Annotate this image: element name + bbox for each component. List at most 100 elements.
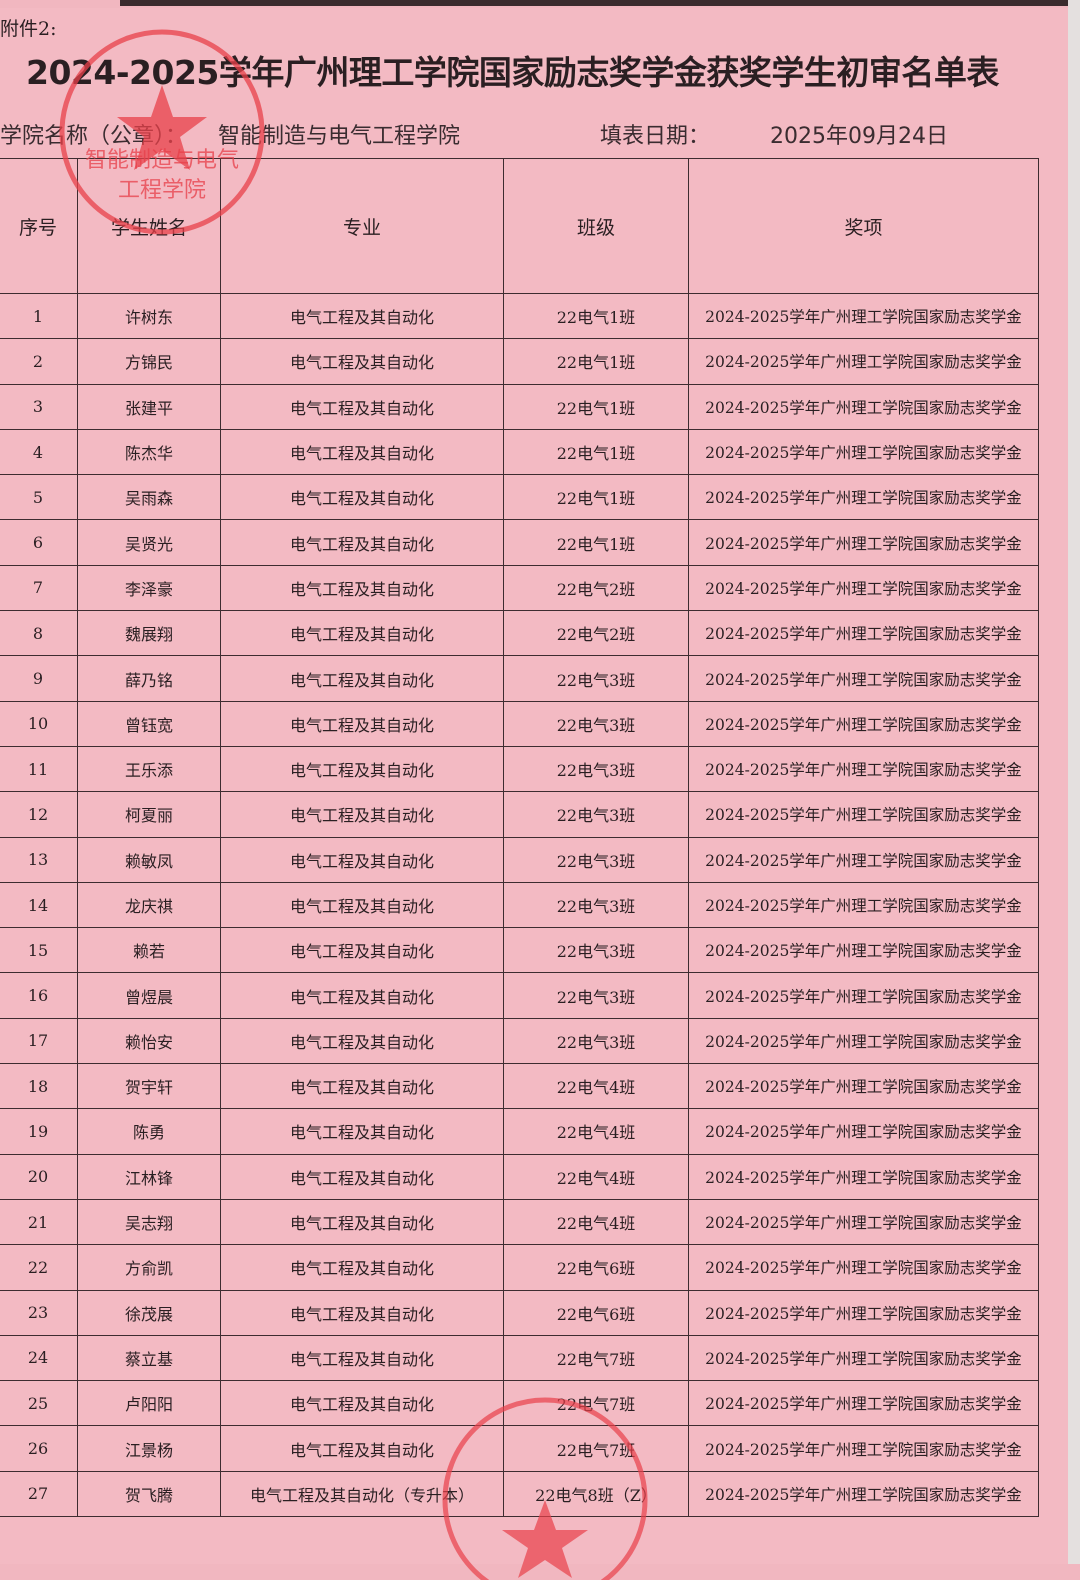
award: 2024-2025学年广州理工学院国家励志奖学金 xyxy=(688,791,1039,838)
student-name: 赖怡安 xyxy=(77,1017,221,1065)
class: 22电气7班 xyxy=(503,1425,689,1472)
table-header-row: 序号 学生姓名 专业 班级 奖项 xyxy=(0,158,1039,294)
row-index: 22 xyxy=(0,1244,78,1291)
row-index: 12 xyxy=(0,791,78,838)
student-name: 贺飞腾 xyxy=(77,1470,221,1518)
class: 22电气2班 xyxy=(503,564,689,612)
major: 电气工程及其自动化 xyxy=(220,745,504,793)
row-index: 3 xyxy=(0,383,78,430)
student-name: 方锦民 xyxy=(77,338,221,385)
class: 22电气3班 xyxy=(503,972,689,1019)
table-row: 9 薛乃铭 电气工程及其自动化 22电气3班 2024-2025学年广州理工学院国家励志… xyxy=(0,655,1039,702)
table-row: 19 陈勇 电气工程及其自动化 22电气4班 2024-2025学年广州理工学院国家励志… xyxy=(0,1108,1039,1155)
award: 2024-2025学年广州理工学院国家励志奖学金 xyxy=(688,927,1039,974)
award: 2024-2025学年广州理工学院国家励志奖学金 xyxy=(688,745,1039,793)
student-name: 江林锋 xyxy=(77,1153,221,1200)
major: 电气工程及其自动化 xyxy=(220,700,504,747)
class: 22电气4班 xyxy=(503,1198,689,1246)
row-index: 2 xyxy=(0,338,78,385)
student-name: 许树东 xyxy=(77,292,221,340)
table-row: 8 魏展翔 电气工程及其自动化 22电气2班 2024-2025学年广州理工学院国家励志… xyxy=(0,610,1039,657)
major: 电气工程及其自动化 xyxy=(220,519,504,566)
student-name: 贺宇轩 xyxy=(77,1063,221,1110)
award-table: 序号 学生姓名 专业 班级 奖项 1 许树东 电气工程及其自动化 22电气1班 2024… xyxy=(0,158,1039,1518)
row-index: 9 xyxy=(0,655,78,702)
award: 2024-2025学年广州理工学院国家励志奖学金 xyxy=(688,972,1039,1019)
major: 电气工程及其自动化 xyxy=(220,881,504,929)
class: 22电气3班 xyxy=(503,655,689,702)
major: 电气工程及其自动化 xyxy=(220,1108,504,1155)
row-index: 11 xyxy=(0,745,78,793)
major: 电气工程及其自动化 xyxy=(220,927,504,974)
award: 2024-2025学年广州理工学院国家励志奖学金 xyxy=(688,292,1039,340)
row-index: 17 xyxy=(0,1017,78,1065)
student-name: 赖若 xyxy=(77,927,221,974)
major: 电气工程及其自动化 xyxy=(220,1425,504,1472)
student-name: 陈勇 xyxy=(77,1108,221,1155)
student-name: 曾煜晨 xyxy=(77,972,221,1019)
row-index: 1 xyxy=(0,292,78,340)
row-index: 25 xyxy=(0,1380,78,1427)
table-row: 6 吴贤光 电气工程及其自动化 22电气1班 2024-2025学年广州理工学院国家励志… xyxy=(0,519,1039,566)
major: 电气工程及其自动化 xyxy=(220,1153,504,1200)
row-index: 27 xyxy=(0,1470,78,1518)
date-value: 2025年09月24日 xyxy=(770,124,948,149)
table-row: 16 曾煜晨 电气工程及其自动化 22电气3班 2024-2025学年广州理工学院国家励… xyxy=(0,972,1039,1019)
row-index: 10 xyxy=(0,700,78,747)
student-name: 江景杨 xyxy=(77,1425,221,1472)
award: 2024-2025学年广州理工学院国家励志奖学金 xyxy=(688,610,1039,657)
major: 电气工程及其自动化 xyxy=(220,836,504,883)
student-name: 薛乃铭 xyxy=(77,655,221,702)
class: 22电气8班（Z） xyxy=(503,1470,689,1518)
major: 电气工程及其自动化 xyxy=(220,1198,504,1246)
table-row: 3 张建平 电气工程及其自动化 22电气1班 2024-2025学年广州理工学院国家励志… xyxy=(0,383,1039,430)
award: 2024-2025学年广州理工学院国家励志奖学金 xyxy=(688,564,1039,612)
table-row: 4 陈杰华 电气工程及其自动化 22电气1班 2024-2025学年广州理工学院国家励志… xyxy=(0,428,1039,476)
major: 电气工程及其自动化 xyxy=(220,564,504,612)
row-index: 15 xyxy=(0,927,78,974)
major: 电气工程及其自动化 xyxy=(220,791,504,838)
row-index: 23 xyxy=(0,1289,78,1336)
major: 电气工程及其自动化 xyxy=(220,1244,504,1291)
row-index: 14 xyxy=(0,881,78,929)
table-row: 5 吴雨森 电气工程及其自动化 22电气1班 2024-2025学年广州理工学院国家励志… xyxy=(0,474,1039,521)
award: 2024-2025学年广州理工学院国家励志奖学金 xyxy=(688,1289,1039,1336)
table-row: 23 徐茂展 电气工程及其自动化 22电气6班 2024-2025学年广州理工学院国家励… xyxy=(0,1289,1039,1336)
class: 22电气1班 xyxy=(503,519,689,566)
award: 2024-2025学年广州理工学院国家励志奖学金 xyxy=(688,655,1039,702)
date-label: 填表日期： xyxy=(600,124,711,149)
row-index: 13 xyxy=(0,836,78,883)
award: 2024-2025学年广州理工学院国家励志奖学金 xyxy=(688,1017,1039,1065)
row-index: 24 xyxy=(0,1334,78,1382)
student-name: 陈杰华 xyxy=(77,428,221,476)
award: 2024-2025学年广州理工学院国家励志奖学金 xyxy=(688,881,1039,929)
major: 电气工程及其自动化 xyxy=(220,655,504,702)
document-title: 2024-2025学年广州理工学院国家励志奖学金获奖学生初审名单表 xyxy=(26,53,999,92)
row-index: 26 xyxy=(0,1425,78,1472)
background-edge xyxy=(120,0,1080,6)
table-row: 12 柯夏丽 电气工程及其自动化 22电气3班 2024-2025学年广州理工学院国家励… xyxy=(0,791,1039,838)
table-row: 22 方俞凯 电气工程及其自动化 22电气6班 2024-2025学年广州理工学院国家励… xyxy=(0,1244,1039,1291)
award: 2024-2025学年广州理工学院国家励志奖学金 xyxy=(688,1244,1039,1291)
student-name: 卢阳阳 xyxy=(77,1380,221,1427)
award: 2024-2025学年广州理工学院国家励志奖学金 xyxy=(688,519,1039,566)
table-row: 13 赖敏凤 电气工程及其自动化 22电气3班 2024-2025学年广州理工学院国家励… xyxy=(0,836,1039,883)
row-index: 5 xyxy=(0,474,78,521)
major: 电气工程及其自动化 xyxy=(220,610,504,657)
background-edge xyxy=(1068,0,1080,1564)
row-index: 6 xyxy=(0,519,78,566)
college-label: 学院名称（公章）： xyxy=(0,124,188,149)
table-row: 15 赖若 电气工程及其自动化 22电气3班 2024-2025学年广州理工学院国家励志… xyxy=(0,927,1039,974)
major: 电气工程及其自动化 xyxy=(220,474,504,521)
class: 22电气4班 xyxy=(503,1063,689,1110)
row-index: 21 xyxy=(0,1198,78,1246)
award: 2024-2025学年广州理工学院国家励志奖学金 xyxy=(688,1153,1039,1200)
class: 22电气3班 xyxy=(503,927,689,974)
table-row: 25 卢阳阳 电气工程及其自动化 22电气7班 2024-2025学年广州理工学院国家励… xyxy=(0,1380,1039,1427)
row-index: 8 xyxy=(0,610,78,657)
major: 电气工程及其自动化 xyxy=(220,972,504,1019)
award: 2024-2025学年广州理工学院国家励志奖学金 xyxy=(688,338,1039,385)
class: 22电气1班 xyxy=(503,474,689,521)
header-class: 班级 xyxy=(503,158,689,294)
major: 电气工程及其自动化 xyxy=(220,383,504,430)
